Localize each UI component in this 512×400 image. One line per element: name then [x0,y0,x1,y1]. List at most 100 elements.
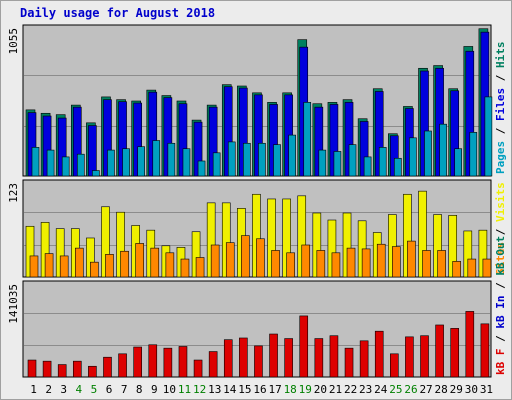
bar-pages [288,134,296,177]
bar-pages [258,142,266,177]
bar-kbytes [465,311,475,378]
bar-pages [137,146,145,177]
x-tick-label: 7 [121,383,128,396]
bar-pages [167,142,176,177]
x-tick-label: 11 [178,383,191,396]
x-tick-label: 12 [193,383,206,396]
bar-sites [210,244,220,278]
bar-kbytes [27,359,37,378]
legend-entry: Visits [494,182,507,222]
bar-sites [59,255,69,278]
x-tick-label: 15 [238,383,251,396]
bar-kbytes [178,346,188,378]
x-tick-label: 2 [45,383,52,396]
bar-sites [316,250,326,278]
bar-pages [227,141,236,177]
bar-pages [107,149,115,177]
bar-kbytes [193,359,203,378]
bar-sites [437,250,446,278]
bar-pages [61,156,70,177]
bar-kbytes [374,330,384,378]
x-tick-label: 24 [374,383,388,396]
x-tick-label: 3 [60,383,67,396]
bar-kbytes [148,344,158,378]
legend-visits-sites: Sites / Visits [494,182,507,275]
legend-entry: kB F [494,349,507,376]
x-tick-label: 20 [314,383,327,396]
bar-kbytes [405,336,414,378]
bar-pages [273,144,281,177]
bar-sites [422,250,431,278]
x-tick-label: 29 [450,383,463,396]
y-max-label: 141035 [7,284,20,324]
bar-kbytes [450,328,460,378]
bar-kbytes [420,335,429,378]
bar-pages [152,140,161,177]
bar-pages [122,148,130,177]
bar-sites [180,258,190,278]
legend-hits-files-pages: Pages / Files / Hits [494,42,507,175]
bar-sites [44,253,54,278]
bar-pages [197,160,206,177]
bar-sites [271,250,280,278]
bar-pages [303,102,312,177]
bar-sites [301,244,311,278]
bar-files [88,125,97,177]
y-max-label: 1055 [7,28,20,55]
legend-entry: Hits [494,42,507,69]
bar-pages [92,170,100,177]
bar-pages [454,148,463,177]
bar-sites [407,240,416,278]
bar-sites [467,258,477,278]
bar-kbytes [57,364,67,378]
x-tick-label: 17 [268,383,281,396]
x-tick-label: 10 [163,383,176,396]
legend-entry: Pages [494,141,507,174]
bar-sites [452,261,462,278]
bar-pages [363,156,372,177]
x-tick-label: 9 [151,383,158,396]
bar-kbytes [208,351,218,378]
bar-sites [346,247,356,278]
bar-pages [31,147,40,177]
bar-pages [333,151,342,177]
legend-entry: Files [494,88,507,121]
bar-kbytes [72,360,82,378]
bar-pages [469,132,478,177]
x-tick-label: 28 [435,383,448,396]
bar-kbytes [42,360,52,378]
bar-pages [318,149,327,177]
bar-pages [394,157,402,177]
bar-kbytes [269,333,278,378]
bar-sites [120,250,129,278]
bar-sites [195,257,205,278]
legend-entry: Sites [494,242,507,275]
bar-kbytes [133,346,142,378]
bar-kbytes [103,356,112,378]
bar-kbytes [329,335,339,378]
x-tick-label: 18 [284,383,297,396]
bar-sites [165,252,175,278]
bar-sites [225,242,235,278]
x-tick-label: 25 [389,383,402,396]
x-tick-label: 5 [91,383,98,396]
bar-pages [76,153,85,177]
bar-kbytes [359,340,369,378]
legend-entry: kB In [494,296,507,329]
x-tick-label: 6 [106,383,113,396]
bar-pages [243,142,251,177]
x-tick-label: 23 [359,383,372,396]
x-tick-label: 19 [299,383,312,396]
bar-pages [378,147,387,177]
legend-entry: kB Out [494,236,507,276]
x-tick-label: 16 [253,383,266,396]
bar-sites [256,238,265,278]
bar-pages [46,149,55,177]
chart-title: Daily usage for August 2018 [20,6,216,20]
bar-kbytes [118,353,127,378]
bar-sites [482,258,492,278]
x-tick-label: 26 [404,383,417,396]
bar-kbytes [435,324,444,378]
